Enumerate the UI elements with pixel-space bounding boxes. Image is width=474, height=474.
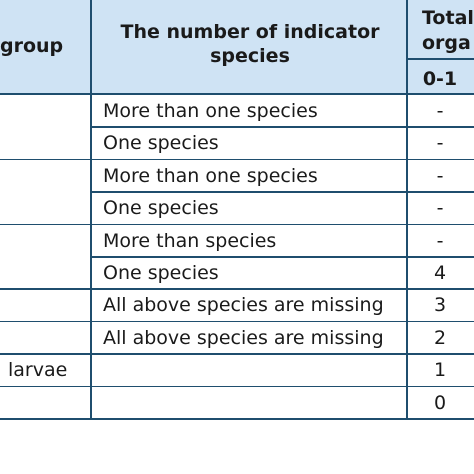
row-rule — [0, 223, 474, 226]
row-rule — [0, 320, 474, 323]
cell-species: More than one species — [103, 100, 318, 122]
row-rule — [0, 288, 474, 290]
header-group: group — [0, 35, 64, 57]
cell-total: - — [436, 197, 444, 220]
column-divider-2 — [406, 0, 408, 418]
row-rule — [90, 191, 474, 193]
cell-total: 3 — [433, 294, 447, 317]
header-sub-range: 0-1 — [422, 68, 458, 90]
cell-total: - — [436, 164, 444, 187]
row-rule — [90, 256, 474, 258]
cell-total: 4 — [433, 262, 447, 284]
cell-total: 0 — [433, 391, 447, 414]
header-indicator-species: The number of indicator species — [120, 21, 380, 67]
row-rule — [90, 126, 474, 128]
cell-species: One species — [103, 262, 219, 284]
cell-species: One species — [103, 132, 219, 155]
cell-species: All above species are missing — [103, 294, 384, 317]
cell-species: More than one species — [103, 164, 318, 187]
header-total-line2: orga — [422, 32, 471, 54]
row-rule — [0, 418, 474, 420]
cell-group: larvae — [8, 359, 68, 382]
row-rule — [0, 385, 474, 388]
row-rule — [0, 353, 474, 355]
cell-total: - — [436, 229, 444, 252]
cell-species: All above species are missing — [103, 326, 384, 349]
cell-species: One species — [103, 197, 219, 220]
cell-total: - — [436, 100, 444, 122]
cell-total: - — [436, 132, 444, 155]
cell-total: 1 — [433, 359, 447, 382]
header-bottom-rule — [0, 93, 474, 95]
cell-species: More than species — [103, 229, 277, 252]
row-rule — [0, 158, 474, 161]
table-header — [0, 0, 474, 94]
cell-total: 2 — [433, 326, 447, 349]
column-divider-1 — [90, 0, 92, 418]
header-total-line1: Total — [422, 7, 474, 29]
subheader-rule — [407, 58, 474, 60]
